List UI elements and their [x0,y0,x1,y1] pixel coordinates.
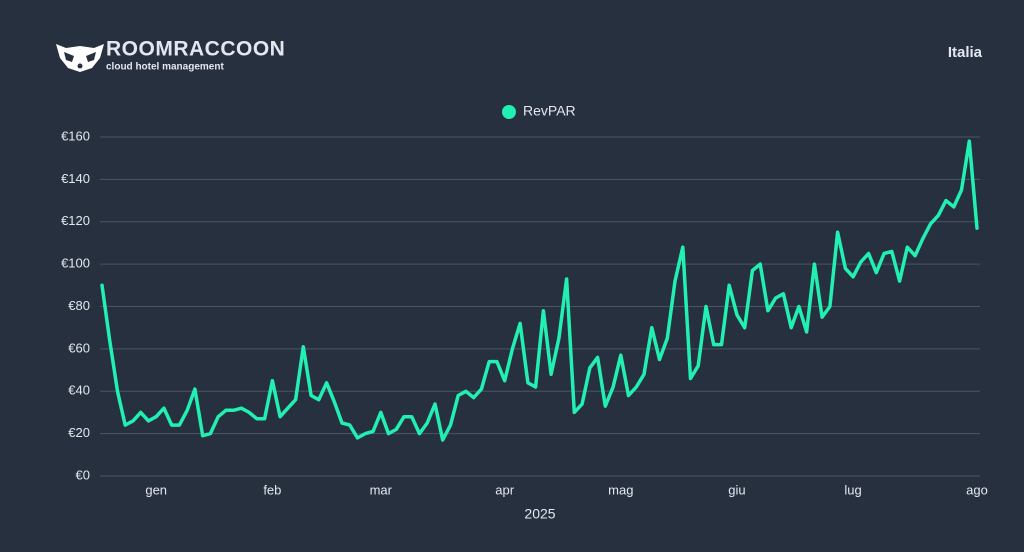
x-tick-label: ago [966,482,988,497]
legend-marker [502,105,516,119]
y-tick-label: €20 [68,425,90,440]
brand-tagline: cloud hotel management [106,62,224,73]
region-label: Italia [948,44,983,61]
x-tick-label: giu [728,482,745,497]
x-tick-label: apr [495,482,514,497]
x-tick-label: gen [145,482,167,497]
x-tick-label: mar [370,482,393,497]
legend-label: RevPAR [523,103,576,119]
x-tick-label: mag [608,482,633,497]
y-tick-label: €160 [61,128,90,143]
y-tick-label: €60 [68,340,90,355]
y-tick-label: €100 [61,256,90,271]
x-tick-label: feb [263,482,281,497]
y-tick-label: €120 [61,213,90,228]
line-series [100,139,979,442]
brand-name: ROOMRACCOON [106,38,285,61]
logo-icon [56,44,104,72]
x-axis-title: 2025 [524,506,555,522]
y-tick-label: €140 [61,171,90,186]
y-tick-label: €40 [68,383,90,398]
y-tick-label: €80 [68,298,90,313]
x-tick-label: lug [844,482,861,497]
y-tick-label: €0 [76,467,90,482]
